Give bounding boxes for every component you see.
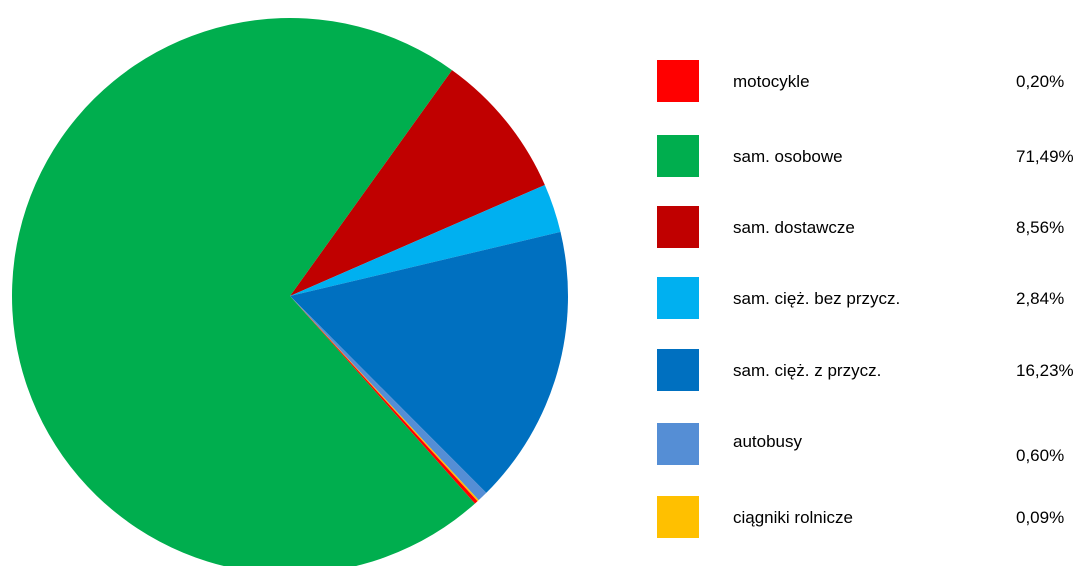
pie-slice-autobusy [290,296,487,501]
pie-slice-sam-dostawcze [290,70,545,297]
pie-slices [12,18,568,566]
pie-slice-sam-osobowe [12,18,475,566]
pie-slice-ci-gniki-rolnicze [290,296,479,502]
pie-slice-motocykle [290,296,478,504]
pie-slice-sam-ci-z-przycz- [290,231,568,493]
pie-slice-sam-ci-bez-przycz- [290,184,561,296]
